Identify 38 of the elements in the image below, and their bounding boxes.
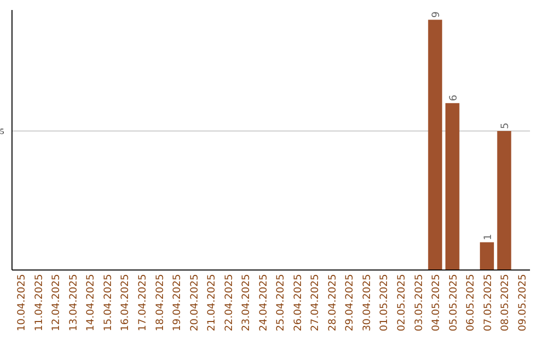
x-tick-label: 15.04.2025 bbox=[102, 274, 114, 332]
x-tick-label: 24.04.2025 bbox=[258, 274, 270, 332]
x-tick-label: 13.04.2025 bbox=[68, 274, 80, 332]
bar bbox=[480, 242, 494, 270]
x-tick-label: 21.04.2025 bbox=[206, 274, 218, 332]
x-tick-label: 22.04.2025 bbox=[224, 274, 235, 332]
x-tick-label: 01.05.2025 bbox=[379, 274, 390, 332]
x-tick-label: 03.05.2025 bbox=[414, 274, 425, 332]
x-tick-label: 09.05.2025 bbox=[517, 274, 528, 332]
x-tick-label: 19.04.2025 bbox=[172, 274, 184, 332]
x-tick-label: 08.05.2025 bbox=[500, 274, 512, 332]
bar bbox=[445, 103, 460, 270]
x-tick-label: 29.04.2025 bbox=[344, 274, 356, 332]
data-label: 9 bbox=[431, 11, 442, 18]
x-tick-label: 17.04.2025 bbox=[138, 274, 148, 332]
data-label: 1 bbox=[482, 234, 494, 240]
x-tick-label: 14.04.2025 bbox=[86, 274, 97, 332]
x-tick-label: 25.04.2025 bbox=[276, 274, 287, 332]
x-tick-label: 07.05.2025 bbox=[482, 274, 494, 332]
x-tick-label: 30.04.2025 bbox=[362, 274, 373, 332]
bar bbox=[428, 20, 442, 270]
x-tick-label: 26.04.2025 bbox=[292, 274, 304, 332]
x-tick-label: 04.05.2025 bbox=[431, 274, 442, 332]
x-tick-label: 20.04.2025 bbox=[189, 274, 200, 332]
x-tick-label: 06.05.2025 bbox=[466, 274, 477, 332]
data-label: 6 bbox=[448, 94, 460, 102]
x-tick-label: 10.04.2025 bbox=[16, 274, 28, 332]
x-tick-label: 05.05.2025 bbox=[448, 274, 460, 332]
x-tick-label: 16.04.2025 bbox=[120, 274, 132, 332]
x-tick-label: 23.04.2025 bbox=[241, 274, 252, 332]
x-tick-label: 18.04.2025 bbox=[154, 274, 166, 332]
x-tick-label: 02.05.2025 bbox=[396, 274, 408, 332]
x-tick-label: 27.04.2025 bbox=[310, 274, 322, 332]
x-tick-label: 11.04.2025 bbox=[34, 274, 45, 332]
x-tick-label: 12.04.2025 bbox=[51, 274, 62, 332]
bar bbox=[497, 130, 512, 270]
data-label: 5 bbox=[500, 122, 512, 129]
x-tick-label: 28.04.2025 bbox=[327, 274, 338, 332]
